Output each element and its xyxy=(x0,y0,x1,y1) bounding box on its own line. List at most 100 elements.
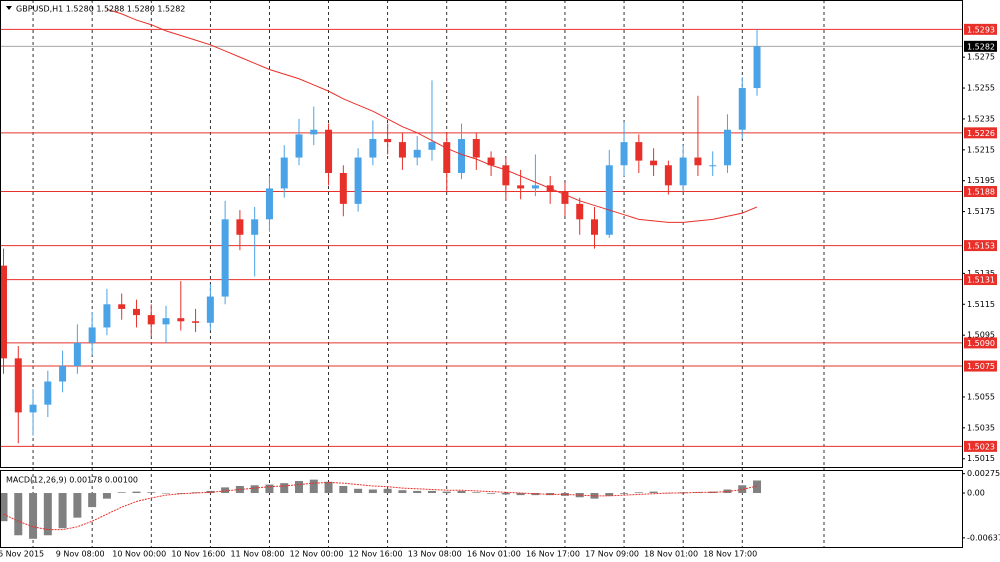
candle-body xyxy=(295,134,303,158)
y-tick-label: 1.5095 xyxy=(967,331,995,340)
plot xyxy=(0,8,962,539)
candle-body xyxy=(206,296,214,323)
macd-bar xyxy=(605,493,614,496)
macd-bar xyxy=(339,485,348,494)
macd-bar xyxy=(753,480,762,494)
candle-body xyxy=(605,165,613,235)
candle-body xyxy=(162,318,170,325)
last-price-box xyxy=(964,40,997,52)
macd-bar xyxy=(693,492,702,494)
candle-body xyxy=(132,308,140,316)
y-tick-label: 1.5235 xyxy=(967,114,995,123)
level-box xyxy=(964,274,997,286)
candle-body xyxy=(561,191,569,204)
y-tick-label: 1.5195 xyxy=(967,176,995,185)
candle-body xyxy=(236,219,244,235)
macd-bar xyxy=(634,492,643,494)
candle-body xyxy=(679,157,687,186)
candle-body xyxy=(650,160,658,166)
macd-bar xyxy=(723,489,732,494)
macd-bar xyxy=(147,492,156,494)
candle-body xyxy=(118,304,126,309)
y-tick-label: 1.5135 xyxy=(967,269,995,278)
candle-body xyxy=(531,185,539,189)
x-tick-label: 16 Nov 17:00 xyxy=(526,550,580,559)
macd-signal xyxy=(3,481,758,531)
level-label: 1.5188 xyxy=(967,188,995,197)
level-box xyxy=(964,360,997,372)
x-tick-label: 13 Nov 08:00 xyxy=(408,550,462,559)
macd-y-tick-label: 0.00275 xyxy=(967,469,1000,478)
macd-bar xyxy=(29,493,38,539)
x-tick-label: 18 Nov 01:00 xyxy=(644,550,698,559)
macd-bar xyxy=(649,491,658,494)
macd-bar xyxy=(738,485,747,494)
x-tick-label: 12 Nov 00:00 xyxy=(290,550,344,559)
level-label: 1.5023 xyxy=(967,442,995,451)
y-tick-label: 1.5175 xyxy=(967,207,995,216)
candle-body xyxy=(177,318,185,322)
candle-body xyxy=(280,157,288,189)
candle-body xyxy=(398,142,406,158)
candle-body xyxy=(472,139,480,158)
candle-body xyxy=(147,315,155,325)
candle-body xyxy=(428,142,436,150)
candle-body xyxy=(44,381,52,405)
x-tick-label: 6 Nov 2015 xyxy=(0,550,44,559)
candle-body xyxy=(664,165,672,186)
x-tick-label: 17 Nov 09:00 xyxy=(585,550,639,559)
macd-bar xyxy=(0,493,8,522)
level-box xyxy=(964,127,997,139)
macd-bar xyxy=(398,490,407,494)
macd-bar xyxy=(132,491,141,494)
candle-body xyxy=(325,129,333,173)
macd-title: MACD(12,26,9) 0.00178 0.00100 xyxy=(6,476,138,485)
macd-frame xyxy=(0,470,963,548)
candle-body xyxy=(635,142,643,161)
candle-body xyxy=(723,129,731,166)
macd-bar xyxy=(309,479,318,494)
level-box xyxy=(964,23,997,35)
macd-bar xyxy=(14,493,23,536)
candle-body xyxy=(384,139,392,143)
candle-body xyxy=(310,129,318,135)
macd-bar xyxy=(472,492,481,494)
chart-title: GBPUSD,H1 1.5280 1.5288 1.5280 1.5282 xyxy=(16,5,185,14)
level-label: 1.5226 xyxy=(967,129,995,138)
menu-arrow[interactable] xyxy=(6,6,12,10)
candle-body xyxy=(369,139,377,158)
macd-bar xyxy=(620,493,629,494)
macd-bar xyxy=(368,489,377,494)
candle-body xyxy=(443,142,451,173)
macd-bar xyxy=(664,493,673,494)
level-box xyxy=(964,337,997,349)
candle-body xyxy=(576,203,584,220)
candle-body xyxy=(591,219,598,235)
candle-body xyxy=(339,172,347,204)
macd-bar xyxy=(457,490,466,494)
macd-bar xyxy=(88,493,97,508)
x-tick-label: 18 Nov 17:00 xyxy=(703,550,757,559)
candle-body xyxy=(29,404,37,413)
x-tick-label: 9 Nov 08:00 xyxy=(56,550,105,559)
candle-body xyxy=(694,157,702,166)
candle-body xyxy=(0,265,7,359)
candle-body xyxy=(487,157,495,166)
macd-bar xyxy=(265,484,274,494)
macd-y-tick-label: -0.00637 xyxy=(967,533,1000,542)
level-box xyxy=(964,186,997,198)
level-label: 1.5075 xyxy=(967,362,995,371)
macd-bar xyxy=(102,493,111,499)
macd-bar xyxy=(235,485,244,494)
candle-body xyxy=(14,358,22,413)
grid xyxy=(32,0,743,548)
candle-body xyxy=(517,185,525,189)
candle-body xyxy=(103,304,111,328)
candle-body xyxy=(59,366,67,382)
level-box xyxy=(964,440,997,452)
candle-body xyxy=(192,321,200,323)
candle-body xyxy=(502,165,510,186)
y-tick-label: 1.5275 xyxy=(967,53,995,62)
